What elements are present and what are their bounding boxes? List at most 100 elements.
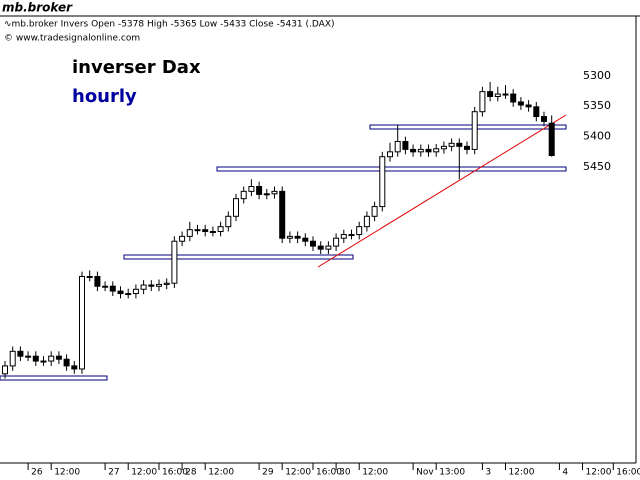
x-tick-label: 12:00 bbox=[131, 468, 157, 478]
candle-body bbox=[417, 148, 424, 153]
candle-body bbox=[294, 235, 301, 239]
y-tick-label: 5350 bbox=[583, 99, 611, 112]
candle-body bbox=[86, 276, 93, 279]
level-box bbox=[369, 124, 567, 130]
x-tick-label: 16:00 bbox=[316, 468, 342, 478]
candle-body bbox=[510, 93, 517, 103]
candle-body bbox=[387, 151, 393, 158]
x-tick-label: 28 bbox=[185, 468, 197, 478]
x-tick-label: 3 bbox=[485, 468, 491, 478]
candle-body bbox=[394, 140, 401, 153]
y-tick-label: 5450 bbox=[583, 160, 611, 173]
y-tick-label: 5400 bbox=[583, 130, 611, 143]
candle-body bbox=[263, 193, 270, 196]
candle-body bbox=[71, 365, 78, 370]
candle-body bbox=[541, 116, 547, 122]
x-tick-label: 27 bbox=[108, 468, 119, 478]
level-box bbox=[216, 166, 567, 172]
candle-body bbox=[279, 190, 286, 239]
x-tick-label: 12:00 bbox=[285, 468, 311, 478]
candle-body bbox=[40, 360, 47, 363]
candle-body bbox=[163, 282, 170, 285]
candle-body bbox=[55, 355, 62, 360]
candle-body bbox=[17, 350, 24, 357]
candle-body bbox=[517, 101, 524, 106]
candle-body bbox=[248, 186, 255, 192]
x-tick-label: 12:00 bbox=[54, 468, 80, 478]
candle-body bbox=[202, 229, 209, 233]
y-tick-label: 5300 bbox=[583, 69, 611, 82]
candle-body bbox=[464, 145, 470, 150]
candle-body bbox=[233, 198, 239, 217]
x-tick-label: 30 bbox=[339, 468, 351, 478]
candle-body bbox=[471, 111, 478, 150]
candle-body bbox=[440, 145, 447, 150]
x-tick-label: 12:00 bbox=[586, 468, 612, 478]
x-tick-label: 29 bbox=[262, 468, 274, 478]
x-tick-label: 12:00 bbox=[509, 468, 535, 478]
candle-body bbox=[48, 355, 55, 362]
candle-body bbox=[502, 93, 509, 96]
candle-body bbox=[217, 226, 224, 233]
chart-title: ∿mb.broker Invers Open -5378 High -5365 … bbox=[4, 20, 335, 30]
candle-body bbox=[325, 245, 332, 250]
x-tick-label: 16:00 bbox=[616, 468, 640, 478]
x-tick-label: 26 bbox=[31, 468, 43, 478]
candle-body bbox=[333, 237, 340, 247]
app-title: mb.broker bbox=[2, 1, 73, 15]
candle-body bbox=[140, 284, 147, 290]
candle-body bbox=[2, 365, 8, 375]
candle-body bbox=[433, 148, 440, 153]
candle-body bbox=[109, 285, 116, 292]
candle-body bbox=[9, 350, 16, 367]
candle-body bbox=[371, 206, 378, 217]
level-box bbox=[0, 375, 108, 381]
candle-body bbox=[379, 156, 386, 208]
candle-body bbox=[302, 237, 309, 242]
candle-body bbox=[363, 215, 370, 228]
candle-body bbox=[240, 190, 247, 200]
trend-line bbox=[317, 114, 567, 268]
candle-body bbox=[132, 288, 139, 295]
candle-body bbox=[410, 148, 417, 153]
candle-body bbox=[171, 240, 178, 284]
candle-body bbox=[79, 276, 85, 370]
candle-body bbox=[317, 245, 324, 250]
candle-body bbox=[487, 91, 494, 97]
candle-body bbox=[525, 104, 532, 108]
level-box bbox=[123, 254, 354, 260]
candle-body bbox=[310, 240, 316, 247]
candle-body bbox=[348, 234, 355, 237]
annotation: hourly bbox=[72, 86, 137, 107]
annotation: inverser Dax bbox=[72, 57, 201, 78]
candle-body bbox=[102, 285, 109, 288]
candle-body bbox=[340, 234, 347, 239]
candle-body bbox=[117, 290, 124, 295]
candle-body bbox=[286, 235, 293, 239]
candle-body bbox=[494, 93, 501, 97]
candle-body bbox=[356, 226, 363, 236]
candle-body bbox=[209, 231, 216, 234]
candle-body bbox=[156, 283, 162, 287]
candle-body bbox=[194, 229, 201, 232]
x-tick-label: 13:00 bbox=[439, 468, 465, 478]
candle-body bbox=[256, 186, 263, 195]
candle-body bbox=[271, 190, 278, 195]
candle-body bbox=[548, 122, 555, 156]
candle-body bbox=[25, 355, 32, 358]
candle-body bbox=[456, 142, 463, 147]
candle-body bbox=[479, 91, 486, 113]
candle-body bbox=[402, 140, 409, 150]
x-tick-label: 12:00 bbox=[362, 468, 388, 478]
candle-body bbox=[225, 215, 232, 228]
x-tick-label: Nov bbox=[416, 468, 434, 478]
candle-body bbox=[63, 358, 70, 367]
drawings bbox=[0, 114, 567, 381]
candle-body bbox=[125, 293, 132, 296]
x-tick-label: 16:00 bbox=[162, 468, 188, 478]
candle-body bbox=[533, 106, 540, 118]
x-tick-label: 4 bbox=[562, 468, 568, 478]
